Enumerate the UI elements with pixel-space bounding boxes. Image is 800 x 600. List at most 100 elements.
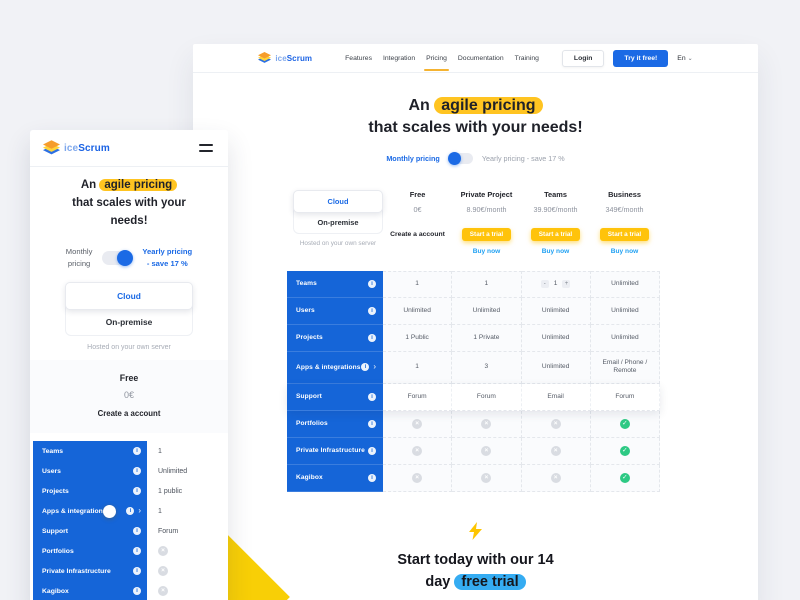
- monthly-pricing-label[interactable]: Monthly pricing: [386, 153, 440, 163]
- icescrum-logo[interactable]: iceScrum: [258, 52, 312, 64]
- buy-now-link[interactable]: Buy now: [610, 247, 639, 255]
- footer-cta-line2: day free trial: [193, 572, 758, 594]
- nav-integration[interactable]: Integration: [382, 54, 416, 62]
- table-row-projects: Projects i 1 public: [30, 481, 228, 502]
- cell-support-teams: Email: [521, 383, 591, 411]
- table-row-teams: Teams i 1: [30, 441, 228, 462]
- info-icon[interactable]: i: [133, 527, 141, 536]
- create-account-link[interactable]: Create a account: [97, 409, 161, 419]
- footer-cta-line1: Start today with our 14: [397, 551, 554, 568]
- cell-infra-free: ×: [383, 437, 453, 465]
- row-label: Teams: [42, 447, 64, 455]
- cell-apps-business: Email / Phone / Remote: [590, 351, 660, 384]
- cell-projects-teams: Unlimited: [521, 324, 591, 352]
- mobile-header: iceScrum: [30, 130, 228, 167]
- info-icon[interactable]: i: [368, 392, 376, 401]
- plan-price: 0€: [123, 390, 134, 401]
- info-icon[interactable]: i: [133, 547, 141, 556]
- table-row-private-infrastructure: Private Infrastructure i × × × ✓: [287, 437, 660, 465]
- language-selector[interactable]: En ⌄: [677, 55, 692, 62]
- table-row-kagibox: Kagibox i ×: [30, 581, 228, 600]
- row-label: Apps & integrations: [42, 507, 107, 515]
- yearly-pricing-label[interactable]: Yearly pricing - save 17 %: [142, 247, 193, 268]
- plan-name: Free: [119, 373, 139, 384]
- hosted-caption: Hosted on your own server: [299, 239, 377, 247]
- start-trial-button[interactable]: Start a trial: [530, 227, 581, 241]
- cell-support-free: Forum: [383, 383, 453, 411]
- chevron-right-icon[interactable]: ›: [138, 506, 141, 516]
- icescrum-logo-icon: [43, 140, 60, 155]
- info-icon[interactable]: i: [133, 487, 141, 496]
- billing-toggle-row: Monthly pricing Yearly pricing - save 17…: [30, 246, 228, 269]
- desktop-view-card: iceScrum Features Integration Pricing Do…: [193, 44, 758, 600]
- cell-users-free: Unlimited: [383, 297, 453, 325]
- start-trial-button[interactable]: Start a trial: [599, 227, 650, 241]
- table-row-support: Support i Forum: [30, 521, 228, 542]
- cross-icon: ×: [158, 586, 168, 597]
- on-premise-tab[interactable]: On-premise: [105, 317, 153, 328]
- billing-period-toggle[interactable]: [447, 151, 473, 165]
- nav-training[interactable]: Training: [514, 54, 539, 62]
- info-icon[interactable]: i: [368, 279, 376, 288]
- info-icon[interactable]: i: [133, 447, 141, 456]
- icescrum-logo[interactable]: iceScrum: [43, 140, 110, 156]
- cross-icon: ×: [550, 472, 561, 483]
- info-icon[interactable]: i: [126, 507, 135, 516]
- table-row-kagibox: Kagibox i × × × ✓: [287, 464, 660, 492]
- info-icon[interactable]: i: [368, 306, 376, 315]
- login-button[interactable]: Login: [561, 49, 605, 67]
- cell-teams-private: 1: [452, 270, 522, 298]
- info-icon[interactable]: i: [133, 587, 141, 596]
- cell-infra: ×: [147, 561, 228, 581]
- cell-portfolios-private: ×: [452, 410, 522, 438]
- yearly-pricing-label[interactable]: Yearly pricing - save 17 %: [481, 153, 565, 163]
- cell-apps-private: 3: [452, 351, 522, 384]
- info-icon[interactable]: i: [368, 473, 376, 482]
- info-icon[interactable]: i: [368, 446, 376, 455]
- cell-infra-teams: ×: [521, 437, 591, 465]
- feature-comparison-table: Teams i 1 1 - 1 + Unlimited Users i Unlimi…: [287, 270, 660, 492]
- cell-projects-private: 1 Private: [452, 324, 522, 352]
- cross-icon: ×: [412, 445, 423, 456]
- info-icon[interactable]: i: [133, 567, 141, 576]
- cross-icon: ×: [481, 445, 492, 456]
- billing-toggle-row: Monthly pricing Yearly pricing - save 17…: [193, 151, 758, 165]
- feature-table: Teams i 1 Users i Unlimited Projects i 1 pu…: [30, 441, 228, 600]
- cross-icon: ×: [481, 418, 492, 429]
- on-premise-tab[interactable]: On-premise: [317, 217, 359, 227]
- hosting-selector: Cloud On-premise Hosted on your own serv…: [293, 189, 383, 247]
- row-label: Users: [42, 467, 61, 475]
- info-icon[interactable]: i: [133, 467, 141, 476]
- cloud-tab[interactable]: Cloud: [293, 189, 383, 213]
- billing-period-toggle[interactable]: [102, 249, 134, 266]
- cell-apps-free: 1: [383, 351, 453, 384]
- create-account-link[interactable]: Create a account: [390, 230, 445, 238]
- cloud-tab[interactable]: Cloud: [65, 282, 193, 311]
- touch-cursor: [103, 505, 116, 519]
- stepper-minus-button[interactable]: -: [540, 280, 549, 289]
- hero-highlight: agile pricing: [99, 179, 178, 191]
- cell-portfolios-business: ✓: [590, 410, 660, 438]
- nav-pricing[interactable]: Pricing: [424, 54, 449, 71]
- nav-documentation[interactable]: Documentation: [457, 54, 504, 62]
- info-icon[interactable]: i: [368, 419, 376, 428]
- chevron-right-icon[interactable]: ›: [373, 362, 376, 372]
- row-label: Private Infrastructure: [296, 447, 365, 455]
- row-label: Projects: [296, 334, 323, 342]
- plan-private-project: Private Project 8.90€/month Start a tria…: [452, 190, 521, 255]
- check-icon: ✓: [619, 472, 630, 483]
- nav-features[interactable]: Features: [345, 54, 372, 62]
- monthly-pricing-label[interactable]: Monthly pricing: [65, 247, 93, 268]
- table-row-projects: Projects i 1 Public 1 Private Unlimited U…: [287, 324, 660, 352]
- buy-now-link[interactable]: Buy now: [541, 247, 570, 255]
- try-it-free-button[interactable]: Try it free!: [613, 49, 669, 67]
- buy-now-link[interactable]: Buy now: [472, 247, 501, 255]
- hamburger-menu-icon[interactable]: [197, 142, 215, 154]
- toggle-knob: [117, 249, 134, 266]
- stepper-plus-button[interactable]: +: [562, 280, 571, 289]
- info-icon[interactable]: i: [361, 363, 370, 372]
- cell-users: Unlimited: [158, 467, 188, 475]
- info-icon[interactable]: i: [368, 333, 376, 342]
- start-trial-button[interactable]: Start a trial: [461, 227, 512, 241]
